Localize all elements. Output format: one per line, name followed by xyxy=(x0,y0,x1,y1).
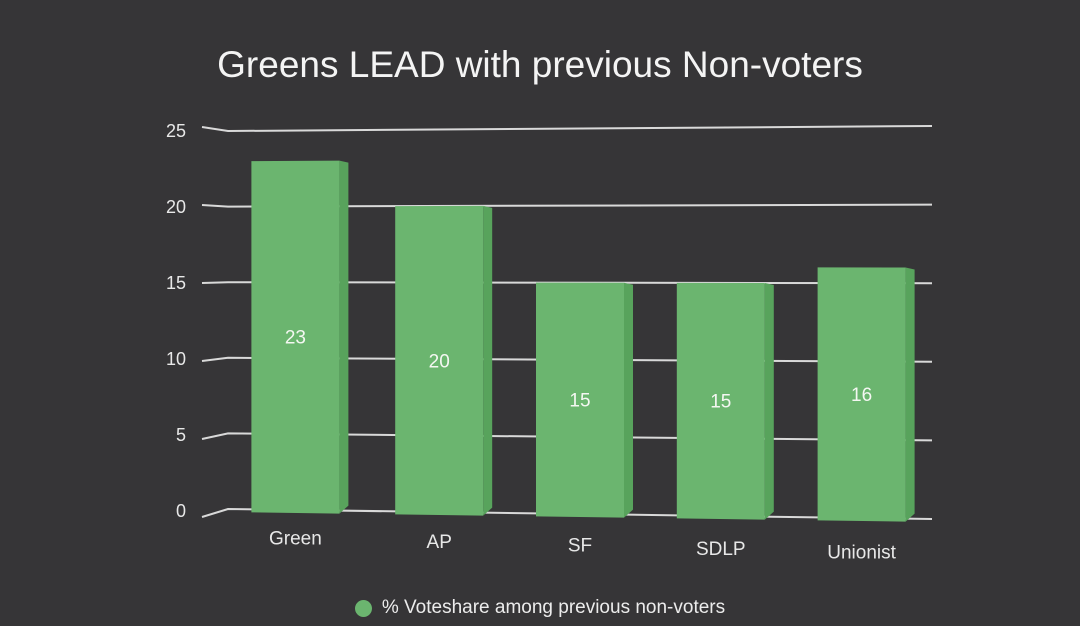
bar-side-unionist xyxy=(905,267,915,522)
gridlines xyxy=(201,125,933,520)
x-tick-label-unionist: Unionist xyxy=(827,542,896,563)
x-tick-label-sdlp: SDLP xyxy=(696,539,746,560)
y-tick-label: 15 xyxy=(166,273,186,293)
bar-side-sdlp xyxy=(764,282,774,520)
chart-title: Greens LEAD with previous Non-voters xyxy=(217,44,863,85)
x-tick-label-ap: AP xyxy=(427,532,452,553)
gridline-20 xyxy=(201,203,933,208)
x-axis-labels: Green AP SF SDLP Unionist xyxy=(269,528,897,563)
bar-green[interactable] xyxy=(251,160,340,514)
y-tick-label: 20 xyxy=(166,197,186,217)
x-tick-label-sf: SF xyxy=(568,535,592,556)
bar-side-green xyxy=(339,160,349,514)
bar-ap[interactable] xyxy=(395,205,484,516)
data-label-green: 23 xyxy=(285,328,306,349)
bar-side-sf xyxy=(624,282,633,518)
bar-sf[interactable] xyxy=(536,282,624,518)
y-tick-label: 0 xyxy=(176,501,186,521)
y-tick-label: 25 xyxy=(166,121,186,141)
bar-unionist[interactable] xyxy=(817,267,906,522)
legend-swatch-icon xyxy=(354,599,372,617)
gridline-25 xyxy=(201,125,933,133)
bar-side-ap xyxy=(483,205,493,516)
legend[interactable]: % Voteshare among previous non-voters xyxy=(0,597,1080,619)
data-label-ap: 20 xyxy=(429,351,450,372)
bars xyxy=(251,160,915,522)
data-label-sf: 15 xyxy=(569,391,590,412)
y-axis-ticks: 0 5 10 15 20 25 xyxy=(166,121,186,521)
y-tick-label: 5 xyxy=(176,425,186,445)
data-labels: 23 20 15 15 16 xyxy=(285,328,872,413)
data-label-sdlp: 15 xyxy=(710,392,731,413)
bar-sdlp[interactable] xyxy=(676,282,765,520)
legend-label: % Voteshare among previous non-voters xyxy=(381,597,726,618)
data-label-unionist: 16 xyxy=(851,385,872,406)
x-tick-label-green: Green xyxy=(269,528,322,549)
y-tick-label: 10 xyxy=(166,349,186,369)
